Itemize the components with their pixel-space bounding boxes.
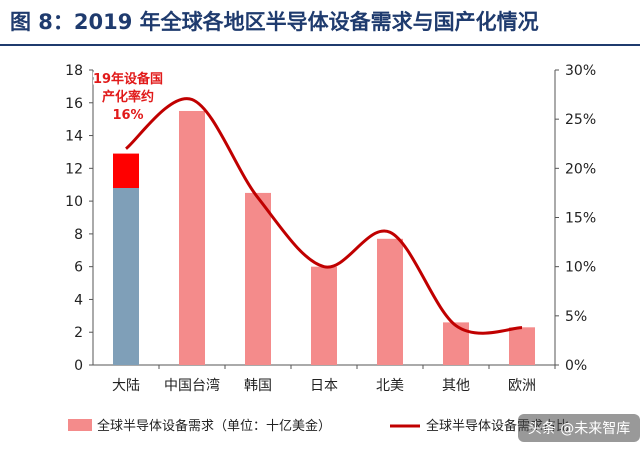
- right-tick-label: 10%: [565, 260, 596, 276]
- x-tick-label: 北美: [376, 378, 404, 394]
- left-tick-label: 12: [65, 161, 83, 177]
- x-tick-label: 大陆: [112, 378, 140, 394]
- left-tick-label: 8: [74, 227, 83, 243]
- bar: [443, 322, 469, 365]
- right-tick-label: 30%: [565, 63, 596, 79]
- left-tick-label: 0: [74, 358, 83, 374]
- bar: [509, 327, 535, 365]
- bar: [245, 192, 271, 365]
- annotation-line: 产化率约: [102, 89, 154, 105]
- x-tick-label: 其他: [442, 378, 470, 394]
- legend-bar-label: 全球半导体设备需求（单位：十亿美金）: [97, 418, 331, 434]
- left-tick-label: 16: [65, 96, 83, 112]
- right-tick-label: 0%: [565, 358, 587, 374]
- right-tick-label: 20%: [565, 161, 596, 177]
- annotation-line: 16%: [112, 108, 143, 123]
- watermark-text: 头条 @未来智库: [528, 420, 630, 437]
- left-tick-label: 4: [74, 292, 83, 308]
- x-tick-label: 欧洲: [508, 378, 536, 394]
- bar-mainland-base: [113, 188, 139, 365]
- bar: [377, 238, 403, 365]
- x-tick-label: 韩国: [244, 378, 272, 394]
- bar: [311, 266, 337, 365]
- title-bar: 图 8：2019 年全球各地区半导体设备需求与国产化情况: [0, 0, 640, 46]
- watermark-bg: [518, 414, 640, 442]
- bar-mainland-localized: [113, 153, 139, 188]
- left-tick-label: 10: [65, 194, 83, 210]
- bar: [179, 110, 205, 365]
- right-tick-label: 15%: [565, 211, 596, 227]
- x-tick-label: 日本: [310, 378, 338, 394]
- x-tick-label: 中国台湾: [164, 377, 220, 394]
- right-tick-label: 25%: [565, 112, 596, 128]
- chart-title: 图 8：2019 年全球各地区半导体设备需求与国产化情况: [10, 10, 539, 34]
- left-tick-label: 2: [74, 325, 83, 341]
- left-tick-label: 18: [65, 63, 83, 79]
- left-tick-label: 14: [65, 129, 83, 145]
- right-tick-label: 5%: [565, 309, 587, 325]
- annotation-line: 19年设备国: [93, 71, 163, 87]
- left-tick-label: 6: [74, 260, 83, 276]
- legend-bar-swatch: [68, 419, 92, 431]
